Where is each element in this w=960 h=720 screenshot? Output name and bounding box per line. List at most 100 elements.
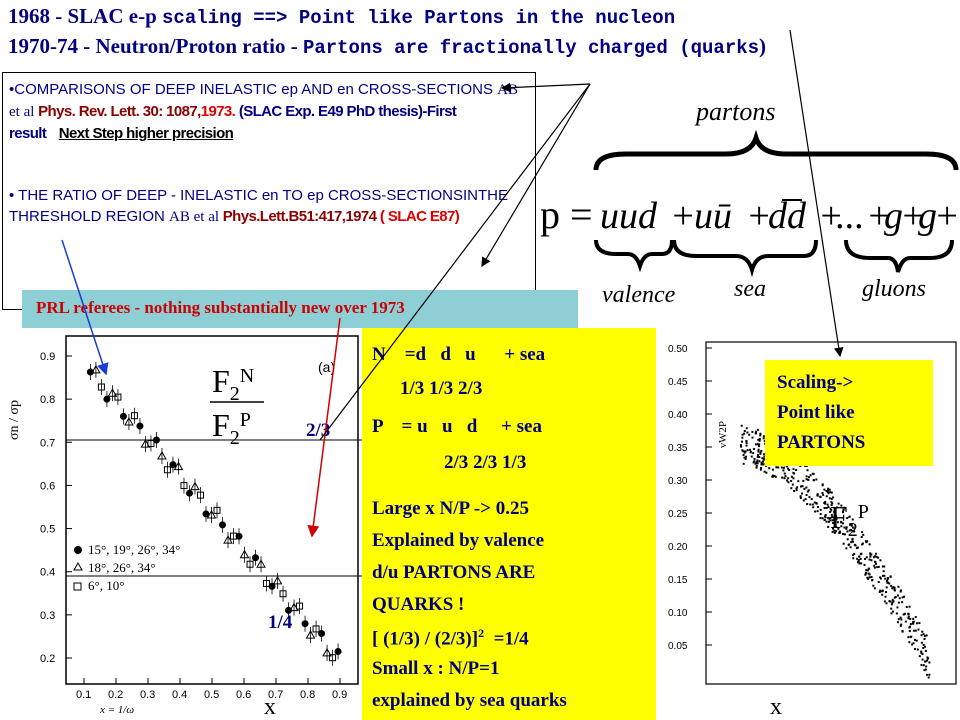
right-x-label: x xyxy=(770,694,782,720)
scatter-point xyxy=(841,532,844,535)
scatter-point xyxy=(793,490,796,493)
scatter-point xyxy=(907,617,910,620)
scatter-point xyxy=(909,617,912,620)
scatter-point xyxy=(845,526,848,529)
left-x-tick-label: 0.5 xyxy=(204,689,219,701)
scatter-point xyxy=(840,525,843,528)
scatter-point xyxy=(754,462,757,465)
parton-formula: partons p = uud + uū + dd + ... + g + g … xyxy=(540,97,960,308)
legend-entry-2: 18°, 26°, 34° xyxy=(88,560,156,575)
scatter-point xyxy=(890,607,893,610)
scatter-point xyxy=(823,518,826,521)
scatter-point xyxy=(748,433,751,436)
scatter-point xyxy=(826,491,829,494)
scatter-point xyxy=(897,618,900,621)
scatter-point xyxy=(881,565,884,568)
left-y-tick-label: 0.2 xyxy=(40,653,55,665)
quark-explanation-box: N =d d u + sea 1/3 1/3 2/3 P = u u d + s… xyxy=(362,328,656,720)
svg-text:+: + xyxy=(670,195,696,237)
scatter-point xyxy=(926,656,929,659)
scatter-point xyxy=(745,427,748,430)
scatter-point xyxy=(762,463,765,466)
scatter-point xyxy=(787,467,790,470)
scatter-point xyxy=(828,517,831,520)
scatter-point xyxy=(756,462,759,465)
red-arrow-to-plot xyxy=(307,317,341,538)
scatter-point xyxy=(758,443,761,446)
scatter-point xyxy=(759,468,762,471)
scatter-point xyxy=(791,483,794,486)
scatter-point xyxy=(895,612,898,615)
scatter-point xyxy=(838,530,841,533)
scatter-point xyxy=(874,560,877,563)
scatter-point xyxy=(757,450,760,453)
right-y-tick-label: 0.20 xyxy=(668,542,688,553)
title2-close: ) xyxy=(759,34,767,58)
scatter-point xyxy=(892,586,895,589)
scatter-point xyxy=(824,500,827,503)
left-y-tick-label: 0.9 xyxy=(40,351,55,363)
scatter-point xyxy=(827,489,830,492)
scatter-point xyxy=(756,459,759,462)
scatter-point xyxy=(858,562,861,565)
scatter-point xyxy=(863,563,866,566)
scatter-point xyxy=(912,622,915,625)
scatter-point xyxy=(879,576,882,579)
scatter-point xyxy=(922,646,925,649)
scatter-point xyxy=(918,622,921,625)
scatter-point xyxy=(807,476,810,479)
scatter-point xyxy=(903,595,906,598)
scatter-point xyxy=(745,444,748,447)
scatter-point xyxy=(884,595,887,598)
scatter-point xyxy=(856,561,859,564)
scatter-point xyxy=(783,472,786,475)
scatter-point xyxy=(890,584,893,587)
scatter-point xyxy=(909,635,912,638)
scatter-point xyxy=(743,456,746,459)
scatter-point xyxy=(809,474,812,477)
svg-text:uū: uū xyxy=(694,195,732,237)
scatter-point xyxy=(886,581,889,584)
arrow-to-ref1 xyxy=(500,82,591,93)
scatter-point xyxy=(827,487,830,490)
scatter-point xyxy=(746,431,749,434)
scatter-point xyxy=(821,517,824,520)
scatter-point xyxy=(846,538,849,541)
scatter-point xyxy=(836,521,839,524)
scatter-point xyxy=(805,478,808,481)
scatter-point xyxy=(823,507,826,510)
scatter-point xyxy=(886,578,889,581)
scatter-point xyxy=(868,543,871,546)
prl-referee-note: PRL referees - nothing substantially new… xyxy=(22,290,578,328)
scatter-point xyxy=(810,498,813,501)
scatter-point xyxy=(786,479,789,482)
scatter-point xyxy=(759,434,762,437)
scatter-point xyxy=(795,487,798,490)
scatter-point xyxy=(746,449,749,452)
scatter-point xyxy=(743,450,746,453)
scatter-point xyxy=(923,645,926,648)
scatter-point xyxy=(803,487,806,490)
scatter-point xyxy=(807,478,810,481)
left-y-tick-label: 0.5 xyxy=(40,524,55,536)
proton-content: P = u u d + sea xyxy=(372,416,542,437)
svg-text:dd: dd xyxy=(768,195,807,237)
scatter-point xyxy=(759,451,762,454)
ref1-title: COMPARISONS OF DEEP INELASTIC ep AND en … xyxy=(14,81,498,98)
scatter-point xyxy=(754,432,757,435)
scatter-point xyxy=(822,493,825,496)
scatter-point xyxy=(823,502,826,505)
scatter-point xyxy=(792,468,795,471)
svg-text:uud: uud xyxy=(600,195,658,237)
scatter-point xyxy=(782,466,785,469)
gluons-label: gluons xyxy=(862,276,926,302)
scatter-point xyxy=(912,617,915,620)
scatter-point xyxy=(876,566,879,569)
large-x-ratio: Large x N/P -> 0.25 xyxy=(372,498,530,519)
scatter-point xyxy=(755,461,758,464)
scatter-point xyxy=(915,639,918,642)
right-y-tick-label: 0.25 xyxy=(668,509,688,520)
scatter-point xyxy=(828,497,831,500)
scatter-point xyxy=(850,541,853,544)
scatter-point xyxy=(761,460,764,463)
